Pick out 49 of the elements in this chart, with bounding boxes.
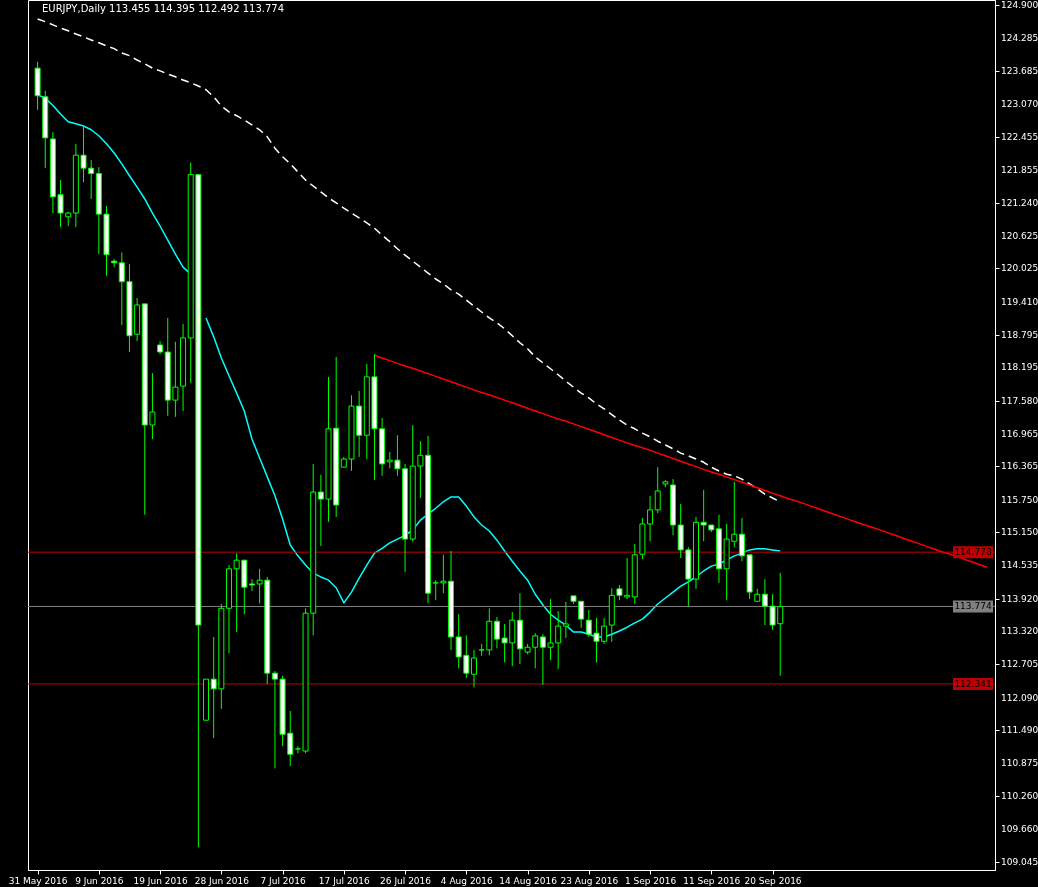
y-tick-label: 109.045 xyxy=(1001,857,1038,868)
y-tick-label: 112.705 xyxy=(1001,659,1038,670)
x-tick-label: 23 Aug 2016 xyxy=(560,875,619,886)
candlestick xyxy=(654,466,661,514)
y-tick-label: 116.365 xyxy=(1001,461,1038,472)
y-tick-label: 122.455 xyxy=(1001,132,1038,143)
candlestick xyxy=(562,601,569,639)
y-tick-label: 113.920 xyxy=(1001,593,1038,604)
x-tick-label: 20 Sep 2016 xyxy=(744,875,802,886)
y-tick-label: 118.795 xyxy=(1001,329,1038,340)
x-tick-label: 31 May 2016 xyxy=(8,875,68,886)
y-tick-label: 123.070 xyxy=(1001,98,1038,109)
x-tick-label: 19 Jun 2016 xyxy=(133,875,188,886)
y-tick-label: 121.240 xyxy=(1001,197,1038,208)
y-tick-label: 117.580 xyxy=(1001,395,1038,406)
y-tick-label: 110.260 xyxy=(1001,791,1038,802)
y-tick-label: 121.855 xyxy=(1001,164,1038,175)
y-tick-label: 119.410 xyxy=(1001,296,1038,307)
y-tick-label: 109.660 xyxy=(1001,823,1038,834)
x-tick-label: 1 Sep 2016 xyxy=(624,875,677,886)
y-tick-label: 115.150 xyxy=(1001,527,1038,538)
ref-line-label: 113.774 xyxy=(954,601,992,612)
x-tick-label: 9 Jun 2016 xyxy=(75,875,124,886)
x-tick-label: 28 Jun 2016 xyxy=(194,875,250,886)
y-tick-label: 124.285 xyxy=(1001,33,1038,44)
candlestick xyxy=(294,745,301,754)
candlestick xyxy=(432,579,439,601)
x-tick-label: 4 Aug 2016 xyxy=(440,875,494,886)
y-tick-label: 120.625 xyxy=(1001,231,1038,242)
x-tick-label: 17 Jul 2016 xyxy=(318,875,371,886)
y-tick-label: 112.090 xyxy=(1001,692,1038,703)
y-tick-label: 118.195 xyxy=(1001,362,1038,373)
y-tick-label: 111.490 xyxy=(1001,724,1038,735)
y-tick-label: 124.900 xyxy=(1001,0,1038,10)
chart-title: EURJPY,Daily 113.455 114.395 112.492 113.774 xyxy=(42,3,285,14)
y-tick-label: 115.750 xyxy=(1001,494,1038,505)
y-tick-label: 116.965 xyxy=(1001,428,1038,439)
y-tick-label: 114.535 xyxy=(1001,560,1038,571)
y-tick-label: 110.875 xyxy=(1001,758,1038,769)
x-tick-label: 26 Jul 2016 xyxy=(380,875,432,886)
y-tick-label: 113.320 xyxy=(1001,626,1038,637)
x-tick-label: 14 Aug 2016 xyxy=(499,875,558,886)
y-tick-label: 120.025 xyxy=(1001,263,1038,274)
candlestick xyxy=(470,649,477,688)
x-tick-label: 11 Sep 2016 xyxy=(683,875,741,886)
x-tick-label: 7 Jul 2016 xyxy=(260,875,306,886)
ref-line-label: 112.341 xyxy=(954,678,992,689)
ref-line-label: 114.778 xyxy=(954,547,992,558)
y-tick-label: 123.685 xyxy=(1001,65,1038,76)
